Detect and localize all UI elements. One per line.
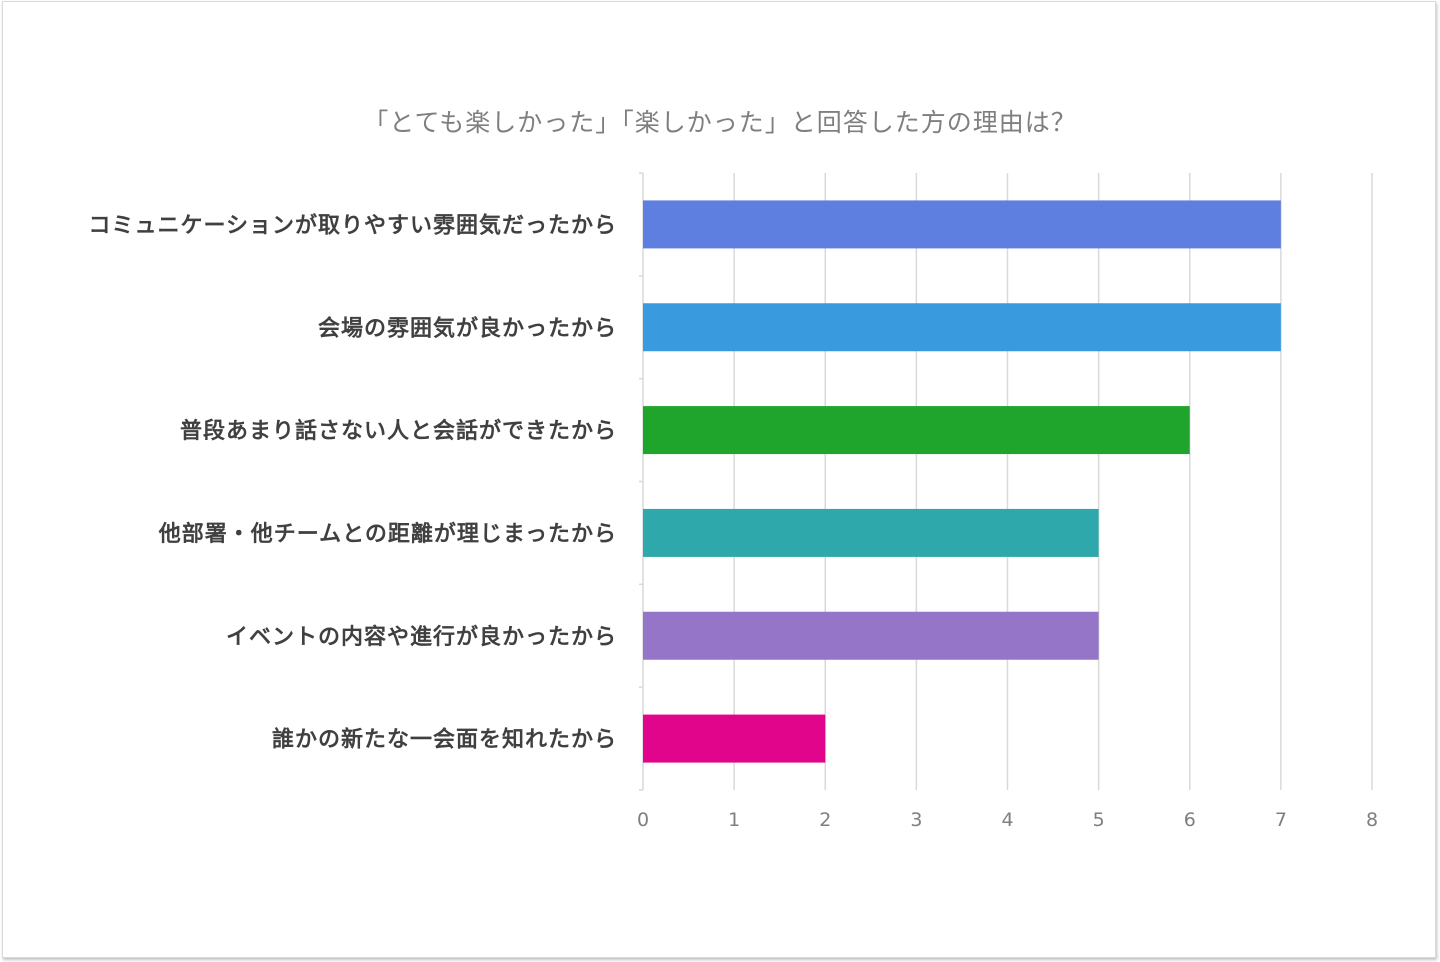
category-label: 誰かの新たな一会面を知れたから (272, 727, 617, 753)
category-label: 普段あまり話さない人と会話ができたから (180, 418, 617, 444)
x-tick-label: 5 (1093, 809, 1105, 831)
x-tick-label: 7 (1275, 809, 1287, 831)
x-tick-label: 1 (728, 809, 740, 831)
category-label: 他部署・他チームとの距離が理じまったから (158, 521, 617, 547)
x-tick-label: 3 (910, 809, 922, 831)
x-tick-label: 8 (1366, 809, 1378, 831)
category-labels: コミュニケーションが取りやすい雰囲気だったから会場の雰囲気が良かったから普段あま… (88, 212, 617, 753)
bar (643, 200, 1281, 249)
bar (643, 508, 1099, 557)
bar (643, 611, 1099, 660)
category-label: コミュニケーションが取りやすい雰囲気だったから (88, 212, 617, 238)
x-tick-label: 2 (819, 809, 831, 831)
bars (643, 200, 1281, 763)
x-tick-label: 6 (1184, 809, 1196, 831)
bar (643, 406, 1190, 455)
x-tick-label: 0 (637, 809, 649, 831)
chart-title: 「とても楽しかった」「楽しかった」と回答した方の理由は？ (363, 108, 1077, 137)
bar (643, 714, 826, 763)
x-tick-label: 4 (1001, 809, 1013, 831)
category-label: 会場の雰囲気が良かったから (318, 315, 617, 341)
gridlines (639, 172, 1373, 791)
bar (643, 303, 1281, 352)
category-label: イベントの内容や進行が良かったから (226, 624, 617, 650)
x-tick-labels: 0 1 2 3 4 5 6 7 8 (637, 809, 1378, 831)
